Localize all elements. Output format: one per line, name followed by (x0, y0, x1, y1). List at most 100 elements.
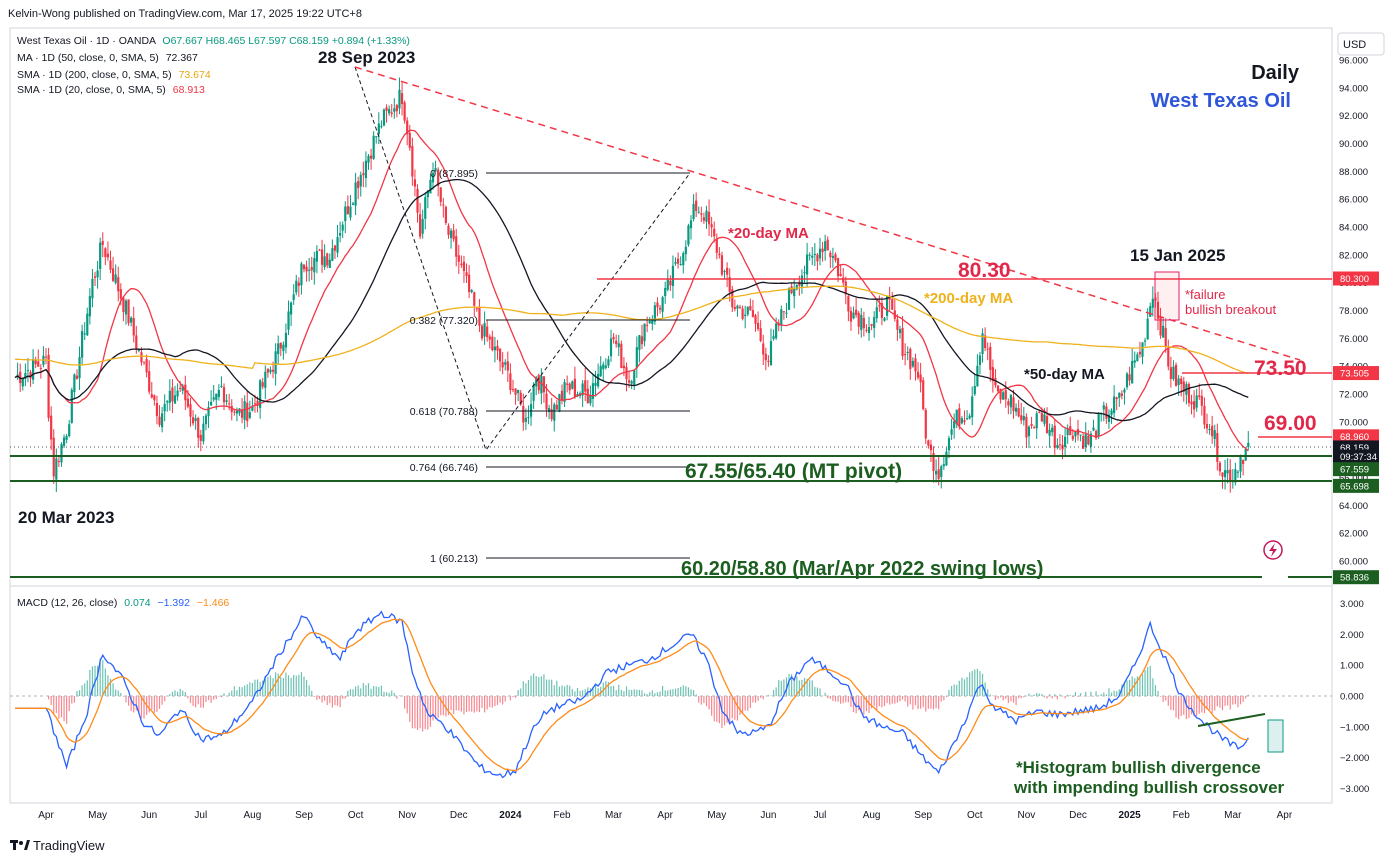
candle-body (1195, 395, 1198, 408)
price-tick-label: 94.000 (1339, 83, 1368, 94)
symbol-label[interactable]: West Texas Oil · 1D · OANDA (17, 35, 156, 47)
candle-body (782, 311, 785, 313)
sma20-legend-label[interactable]: SMA · 1D (20, close, 0, SMA, 5) (17, 84, 166, 96)
candle-body (233, 411, 236, 413)
moving-averages[interactable] (14, 129, 1249, 452)
candle-body (718, 253, 721, 256)
candle-body (155, 403, 159, 417)
candle-body (566, 383, 569, 385)
candle-body (26, 370, 30, 372)
horizontal-levels[interactable] (10, 66, 1332, 578)
ma50-line[interactable] (14, 178, 1249, 422)
sma200-line[interactable] (14, 285, 1249, 375)
candle-body (455, 236, 458, 257)
candle-body (132, 318, 135, 336)
candle-body (457, 255, 460, 262)
candle-body (86, 313, 89, 336)
candle-body (519, 392, 522, 405)
candle-body (896, 319, 899, 330)
candle-body (277, 343, 280, 355)
brand-name: TradingView (33, 838, 105, 853)
candle-body (493, 346, 497, 351)
candle-body (803, 272, 806, 274)
candle-body (171, 387, 174, 402)
candle-body (68, 424, 71, 437)
macd-lines[interactable] (15, 610, 1249, 779)
svg-text:SMA · 1D (20, close, 0, SMA, 5: SMA · 1D (20, close, 0, SMA, 5) 68.913 (17, 84, 205, 96)
candle-body (599, 365, 602, 377)
candle-body (759, 328, 762, 341)
signal-line[interactable] (15, 618, 1249, 772)
candle-body (305, 266, 308, 272)
candle-body (597, 373, 600, 387)
price-tick-label: 76.000 (1339, 334, 1368, 345)
candle-body (413, 179, 417, 187)
macd-tick-label: −2.000 (1340, 753, 1369, 764)
candle-body (362, 173, 365, 176)
candle-body (222, 387, 226, 403)
candle-body (968, 415, 971, 419)
candle-body (1236, 471, 1240, 473)
candle-body (251, 406, 254, 411)
candle-body (720, 255, 724, 275)
candle-body (671, 265, 675, 286)
flash-icon[interactable] (1263, 540, 1283, 560)
candle-body (225, 400, 228, 402)
candle-body (615, 340, 618, 345)
candle-body (1030, 423, 1033, 426)
candle-body (826, 239, 829, 251)
sma20-line[interactable] (14, 129, 1249, 452)
candle-body (282, 344, 285, 351)
price-tag-box (1333, 271, 1379, 286)
chart-annotations[interactable]: 28 Sep 2023 20 Mar 2023 15 Jan 2025 Dail… (18, 48, 1317, 797)
candlestick-series[interactable] (16, 77, 1250, 493)
tradingview-logo-icon[interactable] (10, 840, 30, 850)
macd-axis[interactable]: 3.000 2.000 1.000 0.000 −1.000 −2.000 −3.000 (1340, 599, 1369, 795)
time-tick-label: Dec (1069, 810, 1087, 821)
macd-histogram[interactable] (15, 658, 1249, 732)
candle-body (449, 230, 453, 238)
candle-body (785, 312, 788, 314)
candle-body (989, 346, 992, 370)
currency-button[interactable]: USD (1343, 39, 1366, 51)
candle-body (604, 365, 607, 368)
price-tick-label: 66.000 (1339, 473, 1368, 484)
candle-body (640, 336, 644, 345)
crossover-highlight-box[interactable] (1267, 719, 1284, 753)
candle-body (181, 385, 184, 391)
candle-body (73, 374, 76, 393)
candle-body (1223, 470, 1227, 478)
candle-body (357, 181, 360, 189)
candle-body (367, 155, 370, 163)
candle-body (37, 361, 40, 367)
candle-body (542, 376, 546, 393)
candle-body (914, 358, 917, 372)
candle-body (1017, 408, 1020, 417)
macd-legend-label[interactable]: MACD (12, 26, close) (17, 597, 117, 609)
candle-body (911, 360, 914, 367)
candle-body (630, 381, 633, 384)
macd-tick-label: 3.000 (1340, 599, 1364, 610)
time-tick-label: Apr (38, 810, 54, 821)
histogram-divergence-line[interactable] (1197, 713, 1266, 727)
ma50-legend-label[interactable]: MA · 1D (50, close, 0, SMA, 5) (17, 52, 159, 64)
candle-body (207, 407, 210, 417)
candle-body (612, 336, 615, 340)
candle-body (1043, 414, 1046, 424)
macd-hist-value: 0.074 (124, 597, 150, 609)
candle-body (1066, 428, 1069, 435)
candle-body (509, 373, 512, 391)
candle-body (947, 438, 951, 451)
macd-line[interactable] (15, 610, 1249, 779)
price-tick-label: 96.000 (1339, 56, 1368, 67)
candle-body (336, 237, 339, 253)
candle-body (666, 279, 669, 290)
sma200-legend-label[interactable]: SMA · 1D (200, close, 0, SMA, 5) (17, 69, 172, 81)
time-axis[interactable]: Apr May Jun Jul Aug Sep Oct Nov Dec 2024 Feb Mar Apr… (38, 810, 1293, 821)
candle-body (535, 377, 538, 387)
fib-retracement[interactable]: 0 (87.895) 0.382 (77.320) 0.618 (70.788)… (354, 66, 691, 565)
candle-body (1182, 381, 1185, 392)
candle-body (189, 404, 192, 417)
